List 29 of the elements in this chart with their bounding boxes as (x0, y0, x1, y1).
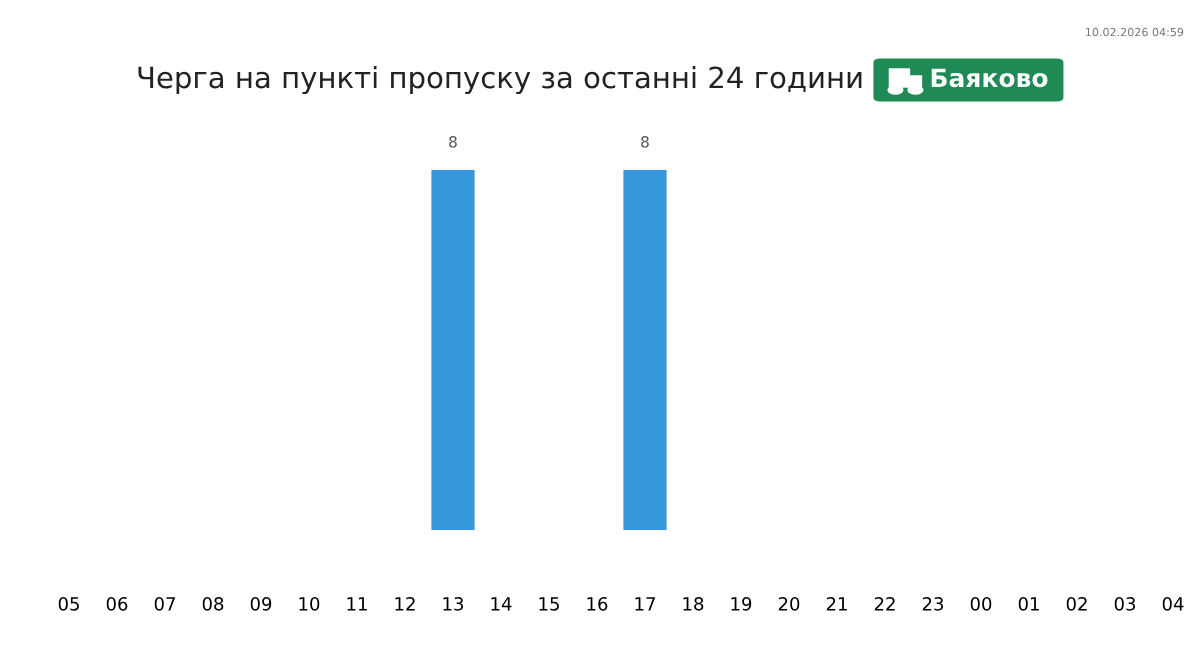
x-tick-label: 00 (970, 596, 992, 611)
chart-subtitle: Баяково (931, 68, 1048, 88)
x-tick-label: 15 (539, 597, 559, 611)
x-tick-label: 01 (1018, 596, 1039, 611)
chart-title: Черга на пункті пропуску за останні 24 години (138, 65, 862, 95)
x-tick-label: 16 (587, 596, 608, 611)
x-tick-label: 22 (874, 596, 895, 611)
x-tick-label: 05 (58, 596, 79, 611)
x-tick-label: 10 (299, 596, 320, 611)
x-tick-label: 08 (202, 596, 224, 611)
x-tick-label: 17 (635, 597, 655, 611)
x-tick-label: 18 (683, 596, 704, 611)
x-tick-label: 14 (491, 597, 512, 611)
x-tick-label: 19 (731, 596, 752, 611)
x-tick-label: 09 (250, 596, 272, 611)
x-tick-label: 23 (922, 596, 944, 611)
x-tick-label: 21 (826, 596, 847, 611)
data-label: 8 (449, 136, 457, 148)
x-tick-label: 06 (106, 596, 128, 611)
text: 10.02.2026 04:59 (1086, 27, 1184, 37)
x-tick-label: 11 (347, 597, 367, 611)
x-tick-label: 04 (1162, 596, 1184, 611)
x-tick-label: 03 (1114, 596, 1136, 611)
x-tick-label: 13 (443, 596, 464, 611)
x-tick-label: 12 (395, 596, 415, 611)
x-tick-label: 02 (1066, 596, 1087, 611)
data-label: 8 (641, 136, 649, 148)
x-tick-label: 07 (154, 596, 175, 611)
x-tick-label: 20 (778, 596, 800, 611)
